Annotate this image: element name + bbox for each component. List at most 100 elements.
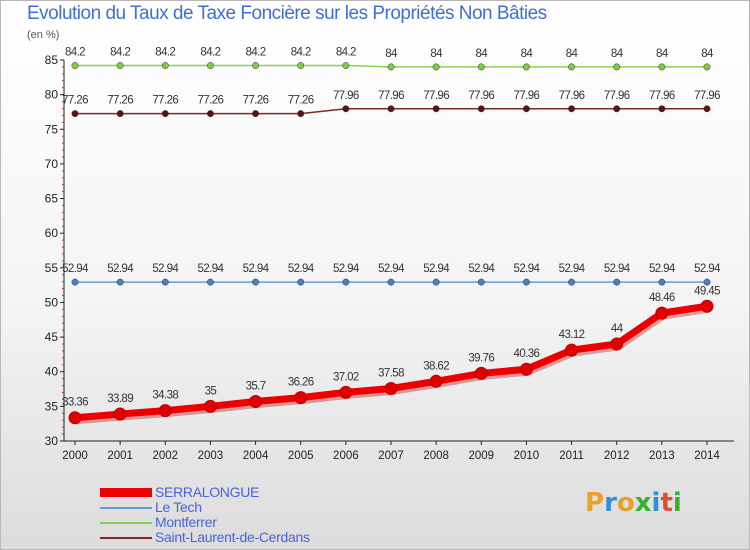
y-tick-label: 45 (45, 330, 59, 344)
data-label-saint-laurent-de-cerdans: 77.96 (694, 90, 720, 102)
data-point-saint-laurent-de-cerdans (252, 110, 260, 118)
data-point-serralongue (158, 404, 172, 418)
x-tick-label: 2010 (514, 450, 540, 462)
proxiti-logo: Proxiti (585, 488, 682, 518)
y-tick-label: 50 (45, 295, 59, 309)
data-label-montferrer: 84.2 (65, 47, 85, 59)
x-tick-label: 2003 (198, 450, 224, 462)
data-label-serralongue: 34.38 (152, 390, 178, 402)
x-tick-label: 2002 (152, 450, 178, 462)
data-point-saint-laurent-de-cerdans (613, 105, 621, 113)
data-label-le-tech: 52.94 (107, 263, 134, 275)
data-point-saint-laurent-de-cerdans (206, 110, 214, 118)
data-label-le-tech: 52.94 (604, 263, 631, 275)
y-tick-label: 60 (45, 226, 59, 240)
x-tick-label: 2008 (423, 450, 449, 462)
data-point-serralongue (249, 395, 263, 409)
data-label-montferrer: 84 (611, 48, 624, 60)
data-label-serralongue: 33.36 (62, 397, 88, 409)
data-point-serralongue (339, 385, 353, 399)
data-label-saint-laurent-de-cerdans: 77.26 (288, 95, 314, 107)
data-label-saint-laurent-de-cerdans: 77.26 (152, 95, 178, 107)
data-label-le-tech: 52.94 (694, 263, 721, 275)
data-label-montferrer: 84 (521, 48, 534, 60)
data-point-montferrer (522, 63, 530, 71)
data-label-saint-laurent-de-cerdans: 77.96 (559, 90, 585, 102)
data-point-le-tech (658, 278, 666, 286)
x-tick-label: 2013 (649, 450, 675, 462)
data-label-saint-laurent-de-cerdans: 77.96 (604, 90, 630, 102)
data-label-serralongue: 48.46 (649, 292, 675, 304)
data-label-saint-laurent-de-cerdans: 77.26 (243, 95, 269, 107)
data-point-montferrer (703, 63, 711, 71)
data-point-le-tech (613, 278, 621, 286)
data-label-saint-laurent-de-cerdans: 77.96 (333, 90, 359, 102)
data-label-montferrer: 84 (701, 48, 714, 60)
x-tick-label: 2000 (62, 450, 88, 462)
data-label-saint-laurent-de-cerdans: 77.96 (378, 90, 404, 102)
data-label-le-tech: 52.94 (514, 263, 541, 275)
x-tick-label: 2001 (107, 450, 133, 462)
data-label-serralongue: 43.12 (559, 329, 585, 341)
data-label-serralongue: 39.76 (468, 352, 494, 364)
data-label-montferrer: 84.2 (291, 47, 311, 59)
data-point-saint-laurent-de-cerdans (568, 105, 576, 113)
data-point-montferrer (71, 62, 79, 69)
data-point-le-tech (252, 278, 260, 286)
y-tick-label: 40 (45, 365, 59, 379)
x-tick-label: 2012 (604, 450, 630, 462)
data-point-serralongue (519, 362, 533, 376)
data-label-saint-laurent-de-cerdans: 77.26 (107, 95, 133, 107)
data-point-saint-laurent-de-cerdans (432, 105, 440, 113)
data-point-le-tech (387, 278, 395, 286)
data-point-serralongue (565, 343, 579, 357)
data-point-saint-laurent-de-cerdans (658, 105, 666, 113)
data-label-saint-laurent-de-cerdans: 77.96 (468, 90, 494, 102)
data-point-saint-laurent-de-cerdans (116, 110, 124, 118)
y-tick-label: 70 (45, 157, 59, 171)
y-tick-label: 65 (45, 192, 59, 206)
data-label-serralongue: 36.26 (288, 377, 314, 389)
y-tick-label: 80 (45, 88, 59, 102)
legend-swatch (100, 537, 152, 539)
data-point-serralongue (474, 366, 488, 380)
data-label-montferrer: 84 (430, 48, 443, 60)
x-tick-label: 2009 (468, 450, 494, 462)
data-point-montferrer (568, 63, 576, 71)
data-label-le-tech: 52.94 (288, 263, 315, 275)
data-point-saint-laurent-de-cerdans (387, 105, 395, 113)
data-label-montferrer: 84.2 (110, 47, 130, 59)
data-point-montferrer (613, 63, 621, 71)
data-point-serralongue (294, 391, 308, 405)
data-point-montferrer (252, 62, 260, 69)
data-point-le-tech (116, 278, 124, 286)
legend-label: SERRALONGUE (155, 484, 260, 500)
legend-label: Saint-Laurent-de-Cerdans (155, 529, 310, 545)
data-point-le-tech (161, 278, 169, 286)
data-label-serralongue: 37.02 (333, 371, 359, 383)
data-point-saint-laurent-de-cerdans (297, 110, 305, 118)
data-label-le-tech: 52.94 (468, 263, 495, 275)
data-point-saint-laurent-de-cerdans (522, 105, 530, 113)
data-point-serralongue (203, 399, 217, 413)
data-label-le-tech: 52.94 (378, 263, 405, 275)
data-label-montferrer: 84 (656, 48, 669, 60)
legend-label: Montferrer (155, 514, 217, 530)
data-label-montferrer: 84.2 (155, 47, 175, 59)
data-label-le-tech: 52.94 (198, 263, 225, 275)
data-label-saint-laurent-de-cerdans: 77.26 (198, 95, 224, 107)
data-label-saint-laurent-de-cerdans: 77.96 (514, 90, 540, 102)
x-tick-label: 2011 (559, 450, 584, 462)
legend-label: Le Tech (155, 499, 202, 515)
data-label-montferrer: 84.2 (200, 47, 220, 59)
data-point-montferrer (297, 62, 305, 69)
data-point-le-tech (522, 278, 530, 286)
legend-swatch (100, 488, 152, 497)
data-point-le-tech (703, 278, 711, 286)
data-point-montferrer (161, 62, 169, 69)
data-point-serralongue (429, 374, 443, 388)
data-label-le-tech: 52.94 (333, 263, 360, 275)
data-point-le-tech (568, 278, 576, 286)
data-point-le-tech (297, 278, 305, 286)
